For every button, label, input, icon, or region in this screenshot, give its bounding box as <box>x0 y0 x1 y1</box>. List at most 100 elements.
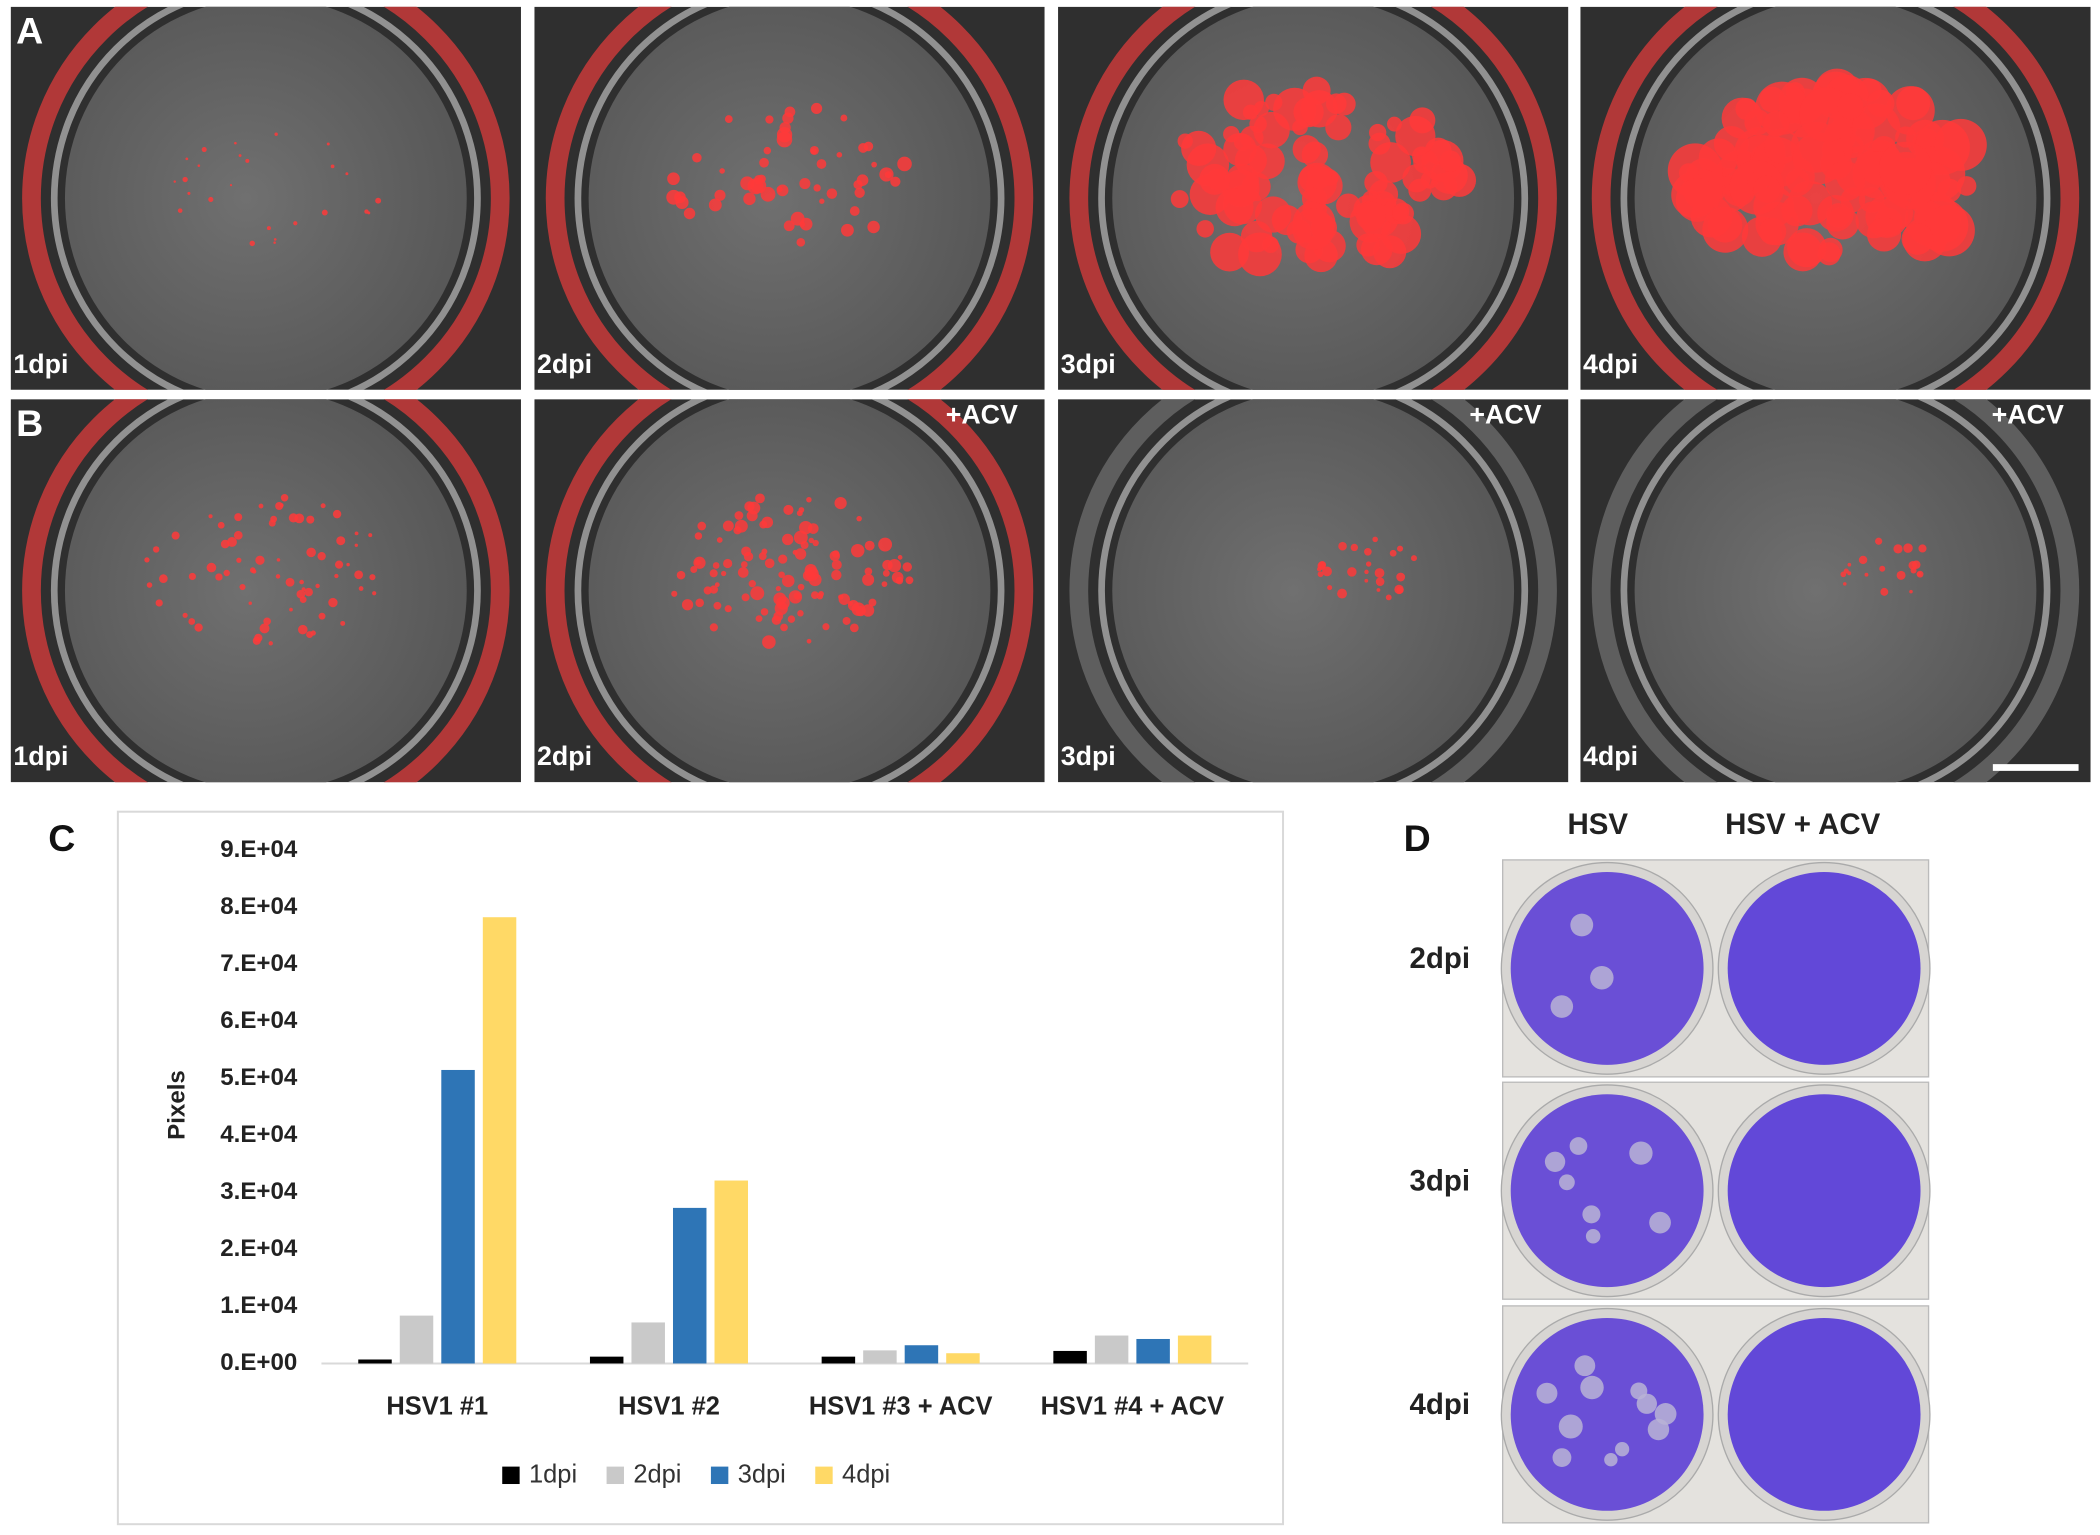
stained-well <box>1727 1094 1921 1288</box>
fluorescent-spot <box>1356 201 1386 231</box>
treatment-label: +ACV <box>946 400 1018 430</box>
fluorescent-spot <box>1817 195 1854 232</box>
fluorescent-spot <box>741 593 750 602</box>
fluorescent-spot <box>239 583 246 591</box>
fluorescent-spot <box>1181 130 1217 166</box>
fluorescent-spot <box>724 115 733 123</box>
fluorescent-spot <box>1223 132 1257 167</box>
plaque <box>1654 1403 1677 1425</box>
fluorescent-spot <box>226 536 237 547</box>
fluorescent-spot <box>778 571 785 578</box>
fluorescent-spot <box>252 636 261 645</box>
fluorescent-spot <box>782 533 794 546</box>
y-tick-label: 2.E+04 <box>220 1235 298 1262</box>
well-rim <box>22 6 510 390</box>
fluorescent-spot <box>1374 568 1385 578</box>
fluorescent-spot <box>724 605 732 613</box>
fluorescent-spot <box>780 623 788 632</box>
fluorescent-spot <box>734 511 744 520</box>
y-tick-label: 9.E+04 <box>220 836 298 863</box>
fluorescent-spot <box>750 586 765 601</box>
bar <box>1177 1335 1212 1364</box>
bar <box>904 1345 939 1364</box>
panel-label: D <box>1404 817 1431 859</box>
stained-well <box>1510 1094 1704 1288</box>
fluorescent-spot <box>740 561 748 568</box>
fluorescent-spot <box>802 569 815 582</box>
fluorescent-spot <box>675 195 689 210</box>
well-rim <box>1069 6 1557 390</box>
fluorescent-spot <box>762 635 776 649</box>
fluorescent-spot <box>868 598 877 607</box>
plaque <box>1604 1452 1618 1467</box>
bar <box>441 1069 475 1364</box>
fluorescent-spot <box>813 184 821 192</box>
fluorescent-spot <box>229 184 233 187</box>
plaque <box>1580 1375 1604 1400</box>
fluorescent-spot <box>234 513 243 522</box>
bar <box>821 1356 856 1364</box>
photo: 1dpi <box>10 6 521 390</box>
fluorescent-spot <box>334 560 344 569</box>
well-floor <box>65 399 467 783</box>
fluorescent-spot <box>818 591 824 597</box>
fluorescent-spot <box>375 197 382 204</box>
fluorescent-spot <box>245 158 250 163</box>
y-axis-label: Pixels <box>163 1070 190 1140</box>
fluorescent-spot <box>712 562 720 569</box>
fluorescent-spot <box>279 503 284 508</box>
fluorescent-spot <box>744 501 755 512</box>
fluorescent-spot <box>332 509 342 519</box>
fluorescent-spot <box>808 537 814 544</box>
fluorescent-spot <box>723 558 733 569</box>
fluorescent-spot <box>296 589 306 599</box>
plaque <box>1544 1151 1566 1172</box>
fluorescent-spot <box>330 164 335 169</box>
fluorescent-spot <box>764 558 775 569</box>
well-edge <box>50 6 481 390</box>
fluorescent-spot <box>285 577 295 587</box>
fluorescent-spot <box>223 569 230 577</box>
fluorescent-spot <box>667 172 680 186</box>
stained-well <box>1727 1317 1921 1511</box>
fluorescent-spot <box>1389 549 1397 557</box>
fluorescent-spot <box>887 558 902 573</box>
well-floor <box>65 6 467 390</box>
treatment-label: +ACV <box>1992 400 2064 430</box>
fluorescent-spot <box>831 569 842 581</box>
fluorescent-spot <box>273 238 277 241</box>
fluorescent-spot <box>177 208 183 213</box>
fluorescent-spot <box>1199 163 1231 195</box>
fluorescent-spot <box>328 597 338 608</box>
fluorescent-spot <box>864 540 875 551</box>
well-rim <box>1591 6 2080 390</box>
well-rim <box>1069 399 1557 783</box>
fluorescent-spot <box>1878 141 1932 195</box>
fluorescent-spot <box>799 178 811 190</box>
plaque <box>1582 1205 1601 1224</box>
fluorescent-spot <box>856 515 862 522</box>
fluorescent-spot <box>340 620 346 626</box>
fluorescent-spot <box>836 152 843 158</box>
fluorescent-spot <box>671 590 678 597</box>
fluorescent-spot <box>317 551 326 561</box>
fluorescent-spot <box>1410 555 1417 562</box>
plaque <box>1590 965 1614 990</box>
fluorescent-spot <box>188 618 196 625</box>
fluorescent-spot <box>238 154 242 158</box>
fluorescent-spot <box>783 220 795 232</box>
fluorescent-spot <box>304 587 313 597</box>
fluorescent-spot <box>155 599 163 607</box>
plaque <box>1649 1211 1671 1234</box>
legend-swatch <box>710 1466 729 1485</box>
bar <box>863 1350 897 1364</box>
fluorescent-spot <box>249 240 255 247</box>
x-tick-label: HSV1 #3 + ACV <box>809 1392 993 1420</box>
fluorescent-spot <box>881 581 888 588</box>
fluorescent-spot <box>1721 97 1763 139</box>
fluorescent-spot <box>268 641 273 646</box>
well-edge <box>1098 399 1529 783</box>
fluorescent-spot <box>741 546 751 557</box>
well-rim <box>1591 399 2080 783</box>
fluorescent-spot <box>781 574 795 588</box>
